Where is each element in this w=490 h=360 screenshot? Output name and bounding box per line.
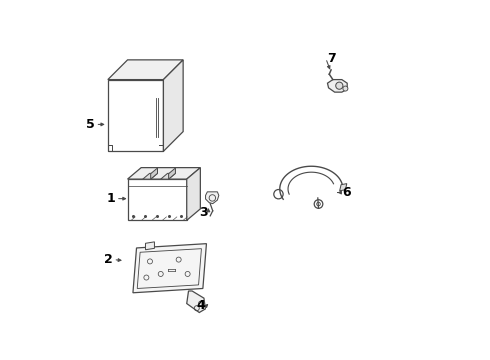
- Polygon shape: [133, 244, 206, 293]
- Polygon shape: [151, 168, 157, 179]
- Text: 5: 5: [86, 118, 95, 131]
- Polygon shape: [146, 242, 154, 250]
- Polygon shape: [327, 80, 347, 92]
- Text: 2: 2: [104, 253, 112, 266]
- Text: 3: 3: [199, 207, 207, 220]
- Circle shape: [336, 82, 343, 89]
- Polygon shape: [205, 192, 219, 204]
- Text: 6: 6: [342, 186, 350, 199]
- Polygon shape: [127, 168, 200, 179]
- Polygon shape: [340, 184, 347, 191]
- Polygon shape: [164, 60, 183, 151]
- Polygon shape: [169, 168, 175, 179]
- Text: 7: 7: [327, 51, 336, 64]
- Text: 4: 4: [197, 299, 206, 312]
- Polygon shape: [187, 168, 200, 220]
- Polygon shape: [161, 174, 175, 179]
- Text: 1: 1: [106, 192, 115, 205]
- Polygon shape: [143, 174, 157, 179]
- Polygon shape: [187, 291, 205, 312]
- Polygon shape: [108, 60, 183, 80]
- Circle shape: [343, 86, 348, 91]
